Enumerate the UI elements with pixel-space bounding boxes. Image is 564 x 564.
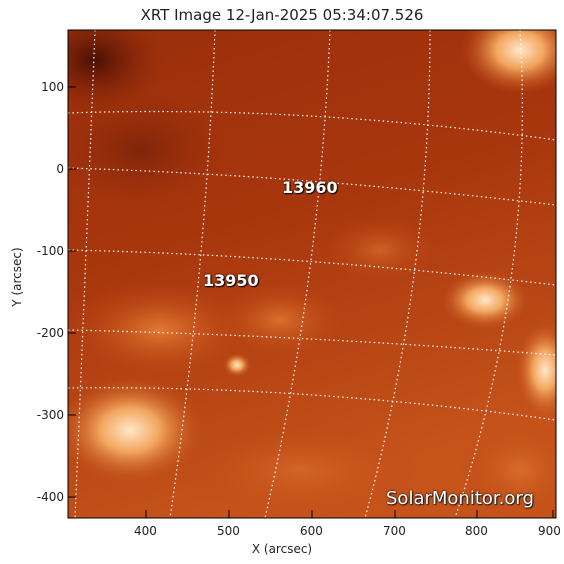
x-tick-label: 400	[134, 524, 157, 538]
x-tick-label: 700	[383, 524, 406, 538]
y-tick-label: -300	[36, 408, 64, 422]
y-tick-label: -200	[36, 326, 64, 340]
x-tick-label: 900	[538, 524, 561, 538]
y-tick-label: 100	[41, 80, 64, 94]
solar-xray-image	[68, 30, 556, 518]
y-axis-label: Y (arcsec)	[10, 247, 24, 307]
y-tick-label: -400	[36, 490, 64, 504]
x-tick-label: 600	[300, 524, 323, 538]
watermark: SolarMonitor.org	[386, 488, 534, 509]
y-tick-label: 0	[56, 162, 64, 176]
image-title: XRT Image 12-Jan-2025 05:34:07.526	[140, 6, 424, 24]
x-tick-label: 800	[465, 524, 488, 538]
x-tick-label: 500	[217, 524, 240, 538]
x-axis-label: X (arcsec)	[251, 542, 313, 556]
y-tick-label: -100	[36, 244, 64, 258]
active-region-label: 13960	[282, 178, 338, 197]
active-region-label: 13950	[203, 271, 259, 290]
